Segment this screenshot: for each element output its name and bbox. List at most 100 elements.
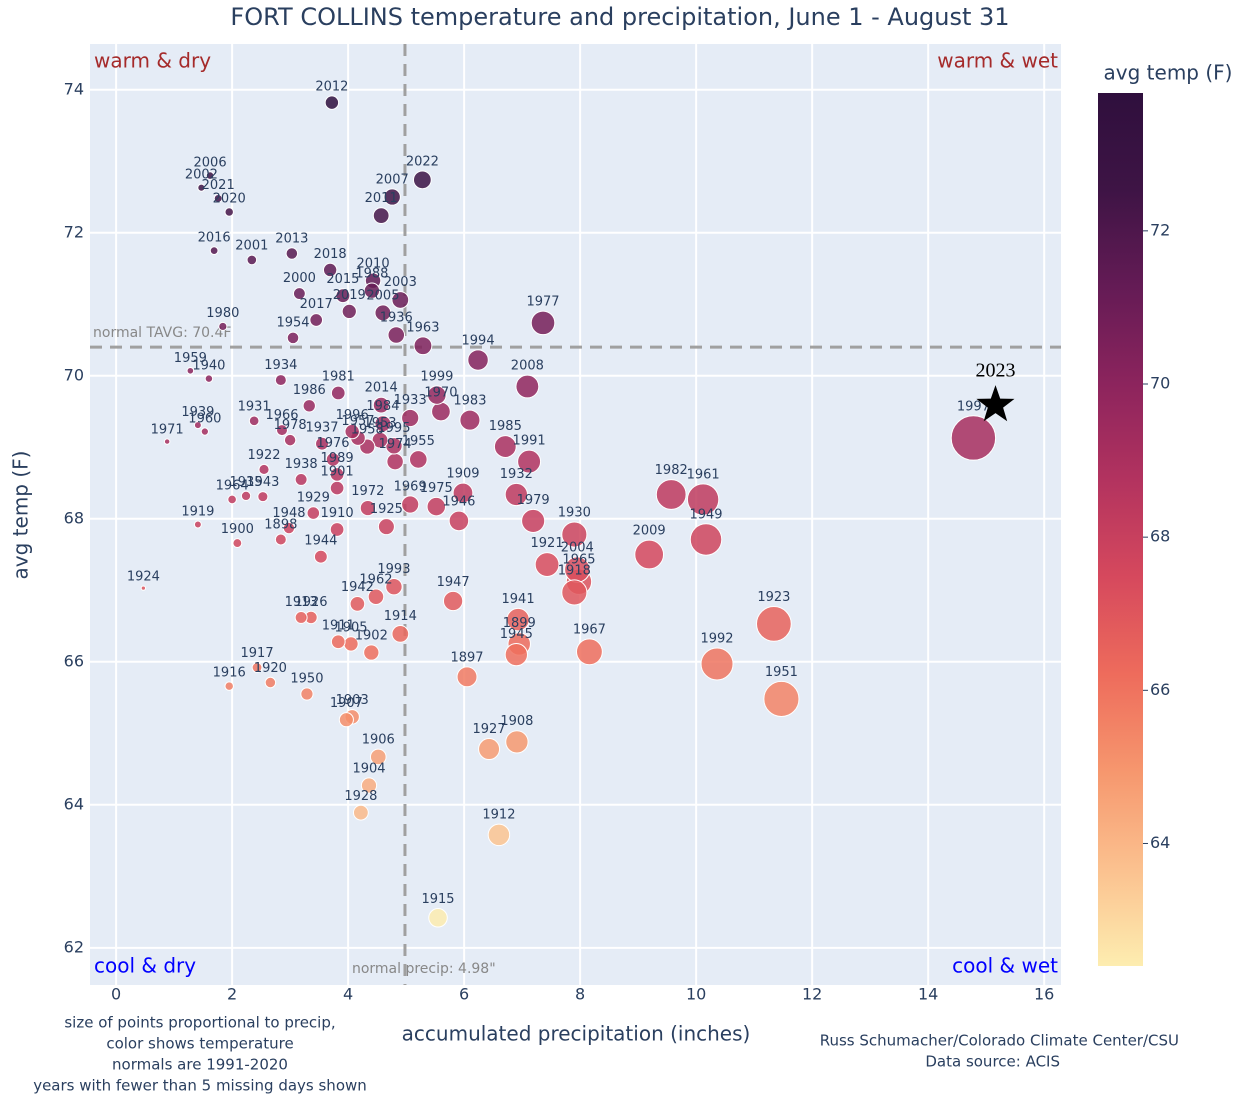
point [257,491,269,503]
point-label: 1977 [526,295,559,310]
x-tick-label: 12 [802,985,822,1004]
point [330,385,346,401]
point-label: 2007 [376,172,409,187]
point-label: 1966 [265,408,298,423]
chart-title: FORT COLLINS temperature and precipitati… [230,3,1009,31]
point-label: 2011 [365,191,398,206]
y-tick-label: 62 [64,937,84,956]
point [163,438,171,445]
point [329,522,345,537]
point [330,634,346,650]
x-tick-label: 16 [1034,985,1054,1004]
point-label: 2009 [633,524,666,539]
colorbar-tick-label: 70 [1150,374,1170,393]
point-label: 1969 [394,479,427,494]
point [534,552,560,577]
point-label: 1986 [293,383,326,398]
point [431,401,451,422]
point-label: 1948 [272,506,305,521]
point-label: 1960 [188,411,221,426]
point [428,908,448,928]
point-label: 1967 [573,622,606,637]
point [442,590,464,612]
point-label: 1946 [442,495,475,510]
credit: Russ Schumacher/Colorado Climate Center/… [820,1032,1179,1050]
point-label: 1982 [655,463,688,478]
highlight-star [976,385,1015,422]
point-label: 1989 [321,451,354,466]
point [227,494,237,505]
point [374,304,392,322]
footnote: years with fewer than 5 missing days sho… [33,1077,367,1095]
point [386,452,404,471]
y-tick-label: 68 [64,508,84,527]
point-label: 1991 [513,434,546,449]
point-label: 1959 [174,351,207,366]
y-tick-label: 70 [64,365,84,384]
point-label: 1983 [453,394,486,409]
point-label: 1961 [687,467,720,482]
point [363,644,380,661]
point [700,647,734,681]
point-label: 2022 [406,154,439,169]
point [200,427,209,436]
point [197,183,206,192]
point-label: 1918 [558,563,591,578]
point [282,521,296,535]
point-label: 1993 [377,562,410,577]
x-tick-label: 14 [918,985,938,1004]
point-label: 1897 [450,650,483,665]
point-label: 1975 [420,481,453,496]
point-label: 1921 [531,536,564,551]
point-label: 2021 [202,178,235,193]
point [409,450,428,469]
point [313,549,328,564]
point [371,431,389,449]
point [756,606,792,642]
quadrant-label: warm & dry [94,49,211,73]
point [686,483,720,516]
point [452,482,474,504]
point-label: 2001 [235,239,268,254]
point-label: 1937 [305,421,338,436]
point [309,313,324,327]
point-label: 1981 [322,370,355,385]
point-label: 1988 [355,267,388,282]
point-label: 1957 [341,414,374,429]
x-tick-label: 4 [343,985,353,1004]
point [218,321,228,332]
point-label: 1926 [294,595,327,610]
point-label: 1931 [238,399,271,414]
point [387,326,406,344]
point-label: 2003 [384,275,417,290]
point-label: 1936 [380,310,413,325]
point-label: 1912 [482,808,515,823]
point-label: 1904 [352,761,385,776]
colorbar-title: avg temp (F) [1104,61,1233,85]
point-label: 2014 [365,381,398,396]
point-label: 1920 [254,661,287,676]
point-label: 2018 [314,247,347,262]
point [391,291,410,309]
point [264,676,277,689]
point [246,254,258,266]
point-label: 1974 [379,437,412,452]
colorbar-tick-label: 72 [1150,220,1170,239]
point-label: 1980 [206,306,239,321]
point [344,423,360,440]
point-label: 1953 [363,416,396,431]
point-label: 1908 [500,714,533,729]
point [367,588,385,606]
highlight-label: 2023 [975,360,1015,382]
point [763,680,800,718]
point-label: 1917 [241,646,274,661]
point-label: 1919 [181,505,214,520]
point [274,374,287,387]
point [341,303,357,320]
point-label: 1925 [370,502,403,517]
point-label: 1945 [500,627,533,642]
point [521,508,546,534]
colorbar [1098,93,1143,966]
point-label: 1965 [562,553,595,568]
